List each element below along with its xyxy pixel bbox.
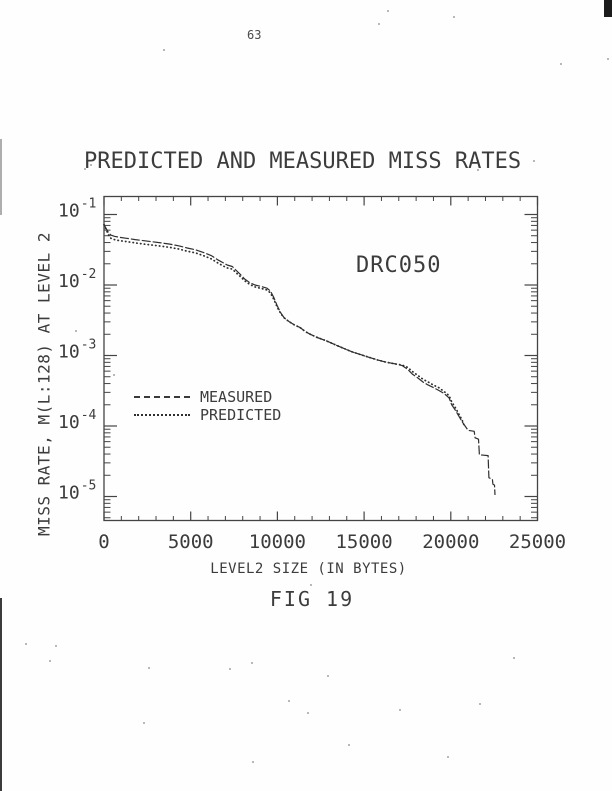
y-tick-label: 10-5 (58, 479, 96, 504)
scan-speck (84, 168, 86, 170)
legend-label-predicted: PREDICTED (200, 406, 282, 424)
legend-item-measured: MEASURED (134, 388, 281, 406)
scan-speck (348, 744, 350, 746)
scan-speck (90, 164, 92, 166)
dotted-line-swatch (134, 414, 190, 416)
series-predicted (103, 223, 465, 426)
scan-speck (143, 722, 145, 724)
scan-speck (148, 667, 150, 669)
scan-edge-mark (0, 598, 2, 791)
scan-speck (453, 16, 455, 18)
y-axis-title: MISS RATE, M(L:128) AT LEVEL 2 (34, 232, 54, 536)
scan-speck (607, 58, 609, 60)
scan-speck (513, 657, 515, 659)
scan-speck (399, 709, 401, 711)
figure-caption: FIG 19 (269, 587, 355, 611)
scan-speck (288, 700, 290, 702)
legend-label-measured: MEASURED (200, 388, 273, 406)
scan-speck (252, 761, 254, 763)
chart-title: PREDICTED AND MEASURED MISS RATES (84, 149, 522, 174)
y-tick-label: 10-1 (58, 197, 96, 222)
scan-speck (533, 160, 535, 162)
x-tick-label: 25000 (509, 531, 566, 553)
x-tick-label: 5000 (168, 531, 214, 553)
scan-speck (310, 584, 312, 586)
x-tick-label: 10000 (249, 531, 306, 553)
scan-speck (25, 643, 27, 645)
scan-speck (49, 660, 51, 662)
scan-edge-mark (604, 0, 612, 17)
dashed-line-swatch (134, 396, 190, 398)
legend-item-predicted: PREDICTED (134, 406, 281, 424)
scan-speck (387, 10, 389, 12)
y-tick-label: 10-3 (58, 338, 96, 363)
scan-speck (307, 712, 309, 714)
plot-frame (103, 195, 539, 522)
scan-speck (75, 330, 77, 332)
scan-speck (229, 668, 231, 670)
scan-speck (447, 756, 449, 758)
scan-speck (113, 374, 115, 376)
scan-edge-mark (0, 139, 2, 215)
y-tick-label: 10-4 (58, 408, 97, 433)
x-tick-label: 0 (98, 531, 109, 553)
scan-speck (163, 49, 165, 51)
scan-speck (479, 703, 481, 705)
scan-speck (560, 63, 562, 65)
y-tick-label: 10-2 (58, 267, 96, 292)
scan-speck (327, 675, 329, 677)
x-tick-label: 15000 (335, 531, 392, 553)
scan-speck (378, 23, 380, 25)
scan-speck (251, 662, 253, 664)
x-tick-label: 20000 (422, 531, 479, 553)
scan-speck (55, 645, 57, 647)
dataset-label: DRC050 (356, 253, 442, 278)
page-number: 63 (247, 28, 262, 42)
scan-speck (477, 169, 479, 171)
x-axis-title: LEVEL2 SIZE (IN BYTES) (210, 561, 407, 577)
legend: MEASURED PREDICTED (134, 388, 281, 424)
